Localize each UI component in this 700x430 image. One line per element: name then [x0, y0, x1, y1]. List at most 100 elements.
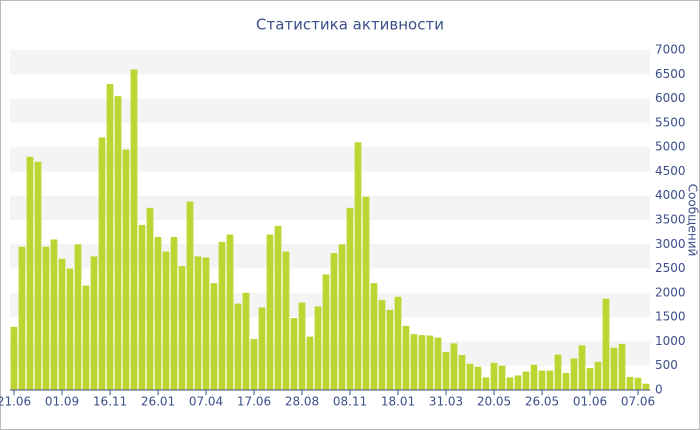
bar — [98, 137, 106, 390]
bar — [138, 224, 146, 390]
bar — [242, 292, 250, 390]
bar — [170, 237, 178, 390]
bar — [506, 377, 514, 390]
y-tick-label: 1500 — [655, 310, 686, 324]
y-tick-label: 6000 — [655, 91, 686, 105]
bar — [178, 266, 186, 390]
bar — [442, 352, 450, 390]
bar — [274, 225, 282, 390]
bar — [410, 334, 418, 390]
x-tick-label: 21.06 — [0, 395, 31, 409]
y-tick-label: 5500 — [655, 115, 686, 129]
y-tick-label: 4000 — [655, 188, 686, 202]
bar — [554, 354, 562, 390]
x-tick-label: 01.09 — [45, 395, 79, 409]
bar — [394, 296, 402, 390]
bar — [282, 251, 290, 390]
bar — [106, 84, 114, 390]
x-tick-label: 26.01 — [141, 395, 175, 409]
bar — [498, 365, 506, 390]
bar — [146, 207, 154, 390]
y-tick-label: 0 — [655, 383, 663, 397]
bar — [466, 363, 474, 390]
y-tick-label: 5000 — [655, 140, 686, 154]
bar — [66, 268, 74, 390]
bar — [226, 234, 234, 390]
y-tick-label: 4500 — [655, 164, 686, 178]
bar — [602, 298, 610, 390]
bar — [482, 377, 490, 390]
x-tick-label: 07.06 — [621, 395, 655, 409]
bar — [258, 307, 266, 390]
x-tick-label: 08.11 — [333, 395, 367, 409]
grid-band — [10, 244, 650, 269]
bar — [386, 309, 394, 390]
bar — [418, 335, 426, 390]
bar — [522, 371, 530, 390]
bar — [474, 366, 482, 390]
x-tick-label: 16.11 — [93, 395, 127, 409]
grid-band — [10, 147, 650, 172]
bar — [586, 368, 594, 390]
y-tick-label: 3000 — [655, 237, 686, 251]
y-tick-label: 500 — [655, 358, 678, 372]
bar — [346, 207, 354, 390]
bar — [322, 274, 330, 390]
bar — [42, 246, 50, 390]
bar — [34, 161, 42, 390]
bar — [186, 201, 194, 390]
bar — [194, 256, 202, 390]
bar — [618, 343, 626, 390]
bar — [250, 339, 258, 390]
bar — [10, 326, 18, 390]
bar — [50, 239, 58, 390]
bar — [490, 362, 498, 390]
bar — [202, 257, 210, 390]
bar — [82, 285, 90, 390]
x-tick-label: 17.06 — [237, 395, 271, 409]
bar — [330, 253, 338, 390]
x-tick-label: 28.08 — [285, 395, 319, 409]
bar — [266, 234, 274, 390]
bar — [594, 361, 602, 390]
bar — [426, 335, 434, 390]
bar — [162, 251, 170, 390]
x-tick-label: 01.06 — [573, 395, 607, 409]
bar — [354, 142, 362, 390]
bar — [306, 336, 314, 390]
y-tick-label: 2500 — [655, 261, 686, 275]
bar — [362, 196, 370, 390]
bar — [546, 370, 554, 390]
grid-band — [10, 50, 650, 75]
bar — [58, 258, 66, 390]
bar — [298, 302, 306, 390]
x-tick-label: 18.01 — [381, 395, 415, 409]
bar — [570, 358, 578, 390]
y-axis-label: Сообщений — [686, 184, 700, 257]
bar — [338, 244, 346, 390]
bar — [450, 343, 458, 390]
bar — [210, 283, 218, 390]
chart-title: Статистика активности — [256, 16, 444, 34]
bar — [154, 237, 162, 390]
bar — [218, 241, 226, 390]
bar — [130, 69, 138, 390]
bar — [370, 283, 378, 390]
bar — [314, 306, 322, 390]
bar — [514, 375, 522, 390]
bar — [18, 246, 26, 390]
bar — [74, 244, 82, 390]
bar — [634, 377, 642, 390]
bar — [610, 347, 618, 390]
bar — [434, 337, 442, 390]
grid-band — [10, 98, 650, 123]
bar — [122, 149, 130, 390]
bar — [90, 256, 98, 390]
bar — [234, 303, 242, 390]
grid-band — [10, 341, 650, 366]
bar — [626, 376, 634, 390]
bar — [642, 383, 650, 390]
bar — [578, 345, 586, 390]
bar — [114, 96, 122, 391]
